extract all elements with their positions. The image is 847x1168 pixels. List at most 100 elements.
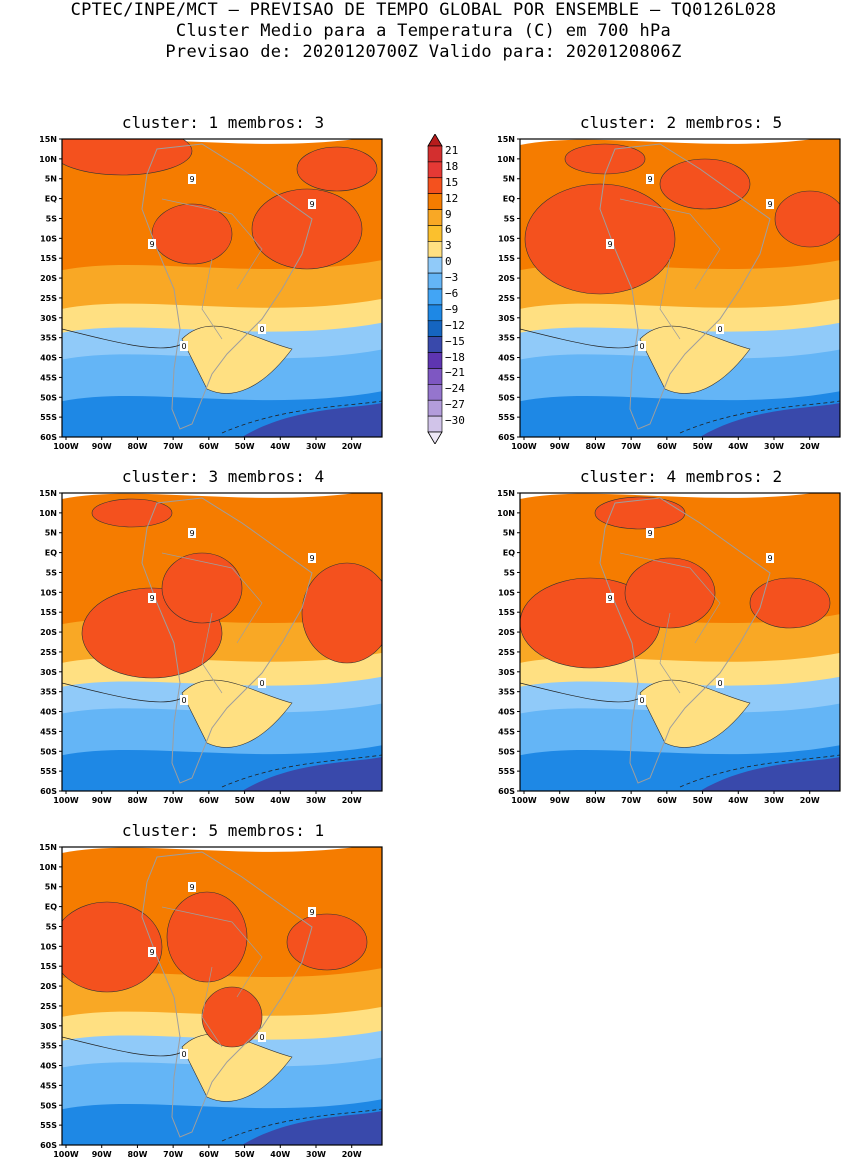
colorbar-segment <box>427 304 443 322</box>
lat-label: 25S <box>40 1002 57 1011</box>
lat-label: 35S <box>40 688 57 697</box>
lat-label: 5S <box>504 568 516 577</box>
colorbar-label: 6 <box>445 223 452 237</box>
lon-label: 90W <box>550 796 570 805</box>
lat-label: 15S <box>498 254 515 263</box>
colorbar-label: −15 <box>445 334 465 348</box>
colorbar-segment <box>427 209 443 226</box>
lat-label: 40S <box>498 354 515 363</box>
lon-label: 20W <box>342 1150 362 1159</box>
map-panel-4: 0 0 9 9 9 15N 10N 5N EQ 5S 10S 15S 20S 25S 30S 35S 40S 45… <box>478 484 847 814</box>
lat-label: 10S <box>40 588 57 597</box>
lat-label: 50S <box>498 393 515 402</box>
lat-label: 60S <box>498 787 515 796</box>
lat-label: 5N <box>45 529 57 538</box>
panel-title-4: cluster: 4 membros: 2 <box>579 467 783 486</box>
lon-label: 60W <box>657 796 677 805</box>
colorbar-label: −27 <box>445 398 465 412</box>
lon-label: 70W <box>163 1150 183 1159</box>
lon-label: 100W <box>53 442 79 451</box>
colorbar-label: −6 <box>445 287 459 300</box>
colorbar-label: −3 <box>445 271 459 285</box>
lat-label: 40S <box>40 708 57 717</box>
colorbar-label: 15 <box>445 175 459 189</box>
colorbar-label: 3 <box>445 239 452 253</box>
colorbar-label: −21 <box>445 366 465 380</box>
lat-label: 60S <box>498 433 515 442</box>
lon-label: 70W <box>163 796 183 805</box>
panel-title-5: cluster: 5 membros: 1 <box>121 821 325 840</box>
colorbar-label: −30 <box>445 414 465 428</box>
svg-text:9: 9 <box>149 240 154 249</box>
colorbar-segment <box>427 145 443 163</box>
lon-label: 40W <box>728 796 748 805</box>
lon-label: 80W <box>585 442 605 451</box>
lon-label: 30W <box>306 442 326 451</box>
svg-text:9: 9 <box>309 908 314 917</box>
svg-text:0: 0 <box>259 1033 264 1042</box>
svg-text:0: 0 <box>259 679 264 688</box>
lon-label: 40W <box>270 796 290 805</box>
colorbar-label: 0 <box>445 255 452 269</box>
lat-label: 55S <box>40 767 57 776</box>
lat-label: 20S <box>40 982 57 991</box>
lon-label: 80W <box>127 796 147 805</box>
lon-label: 100W <box>511 442 537 451</box>
svg-text:9: 9 <box>647 529 652 538</box>
header-line-3: Previsao de: 2020120700Z Valido para: 20… <box>165 42 682 62</box>
lon-label: 100W <box>53 1150 79 1159</box>
lat-label: 5S <box>46 568 58 577</box>
lat-label: EQ <box>503 195 515 204</box>
lat-label: 30S <box>40 668 57 677</box>
header-line-1: CPTEC/INPE/MCT – PREVISAO DE TEMPO GLOBA… <box>70 0 777 20</box>
lat-label: 15S <box>40 962 57 971</box>
header-line-2: Cluster Medio para a Temperatura (C) em … <box>175 21 672 41</box>
colorbar-segment <box>427 177 443 194</box>
svg-text:9: 9 <box>189 529 194 538</box>
svg-text:0: 0 <box>259 325 264 334</box>
svg-text:9: 9 <box>149 948 154 957</box>
svg-text:9: 9 <box>767 200 772 209</box>
lat-label: 5N <box>45 883 57 892</box>
lat-label: 40S <box>498 708 515 717</box>
colorbar-label: 18 <box>445 159 459 173</box>
lat-label: 25S <box>498 294 515 303</box>
colorbar-segment <box>427 384 443 401</box>
colorbar-segment <box>427 193 443 210</box>
lat-label: EQ <box>503 549 515 558</box>
colorbar-label: −18 <box>445 350 465 364</box>
lat-label: 15S <box>40 608 57 617</box>
lon-label: 60W <box>199 442 219 451</box>
map-panel-5: 0 0 9 9 9 15N 10N 5N EQ 5S 10S 15S 20S 25S 30S 35S 40S 45… <box>20 838 390 1168</box>
lat-label: 35S <box>498 334 515 343</box>
colorbar-segment <box>427 288 443 306</box>
panel-title-1: cluster: 1 membros: 3 <box>121 113 325 132</box>
lat-label: 15N <box>39 135 57 144</box>
map-panel-2: 0 0 9 9 9 15N 10N 5N EQ 5S 10S 15S 20S 25S 30S 35S 40S 45… <box>478 130 847 460</box>
lat-label: 30S <box>498 314 515 323</box>
svg-text:0: 0 <box>717 325 722 334</box>
lon-label: 50W <box>235 1150 255 1159</box>
colorbar-segment <box>427 352 443 369</box>
svg-text:9: 9 <box>607 594 612 603</box>
lat-label: 10N <box>39 863 57 872</box>
lon-label: 30W <box>764 442 784 451</box>
lat-label: 55S <box>40 413 57 422</box>
lat-label: 25S <box>40 294 57 303</box>
lat-label: 35S <box>40 334 57 343</box>
lon-label: 50W <box>693 442 713 451</box>
lat-label: 55S <box>40 1121 57 1130</box>
lon-label: 30W <box>306 796 326 805</box>
colorbar-label: 21 <box>445 144 459 157</box>
lat-label: 10N <box>39 155 57 164</box>
lon-label: 40W <box>270 1150 290 1159</box>
lon-label: 50W <box>235 796 255 805</box>
colorbar-label: 12 <box>445 191 459 205</box>
lat-label: 55S <box>498 767 515 776</box>
colorbar-segment <box>427 368 443 385</box>
lon-label: 70W <box>621 796 641 805</box>
lat-label: 5S <box>46 214 58 223</box>
lon-label: 60W <box>199 1150 219 1159</box>
lat-label: 5N <box>503 175 515 184</box>
lat-label: 50S <box>40 747 57 756</box>
